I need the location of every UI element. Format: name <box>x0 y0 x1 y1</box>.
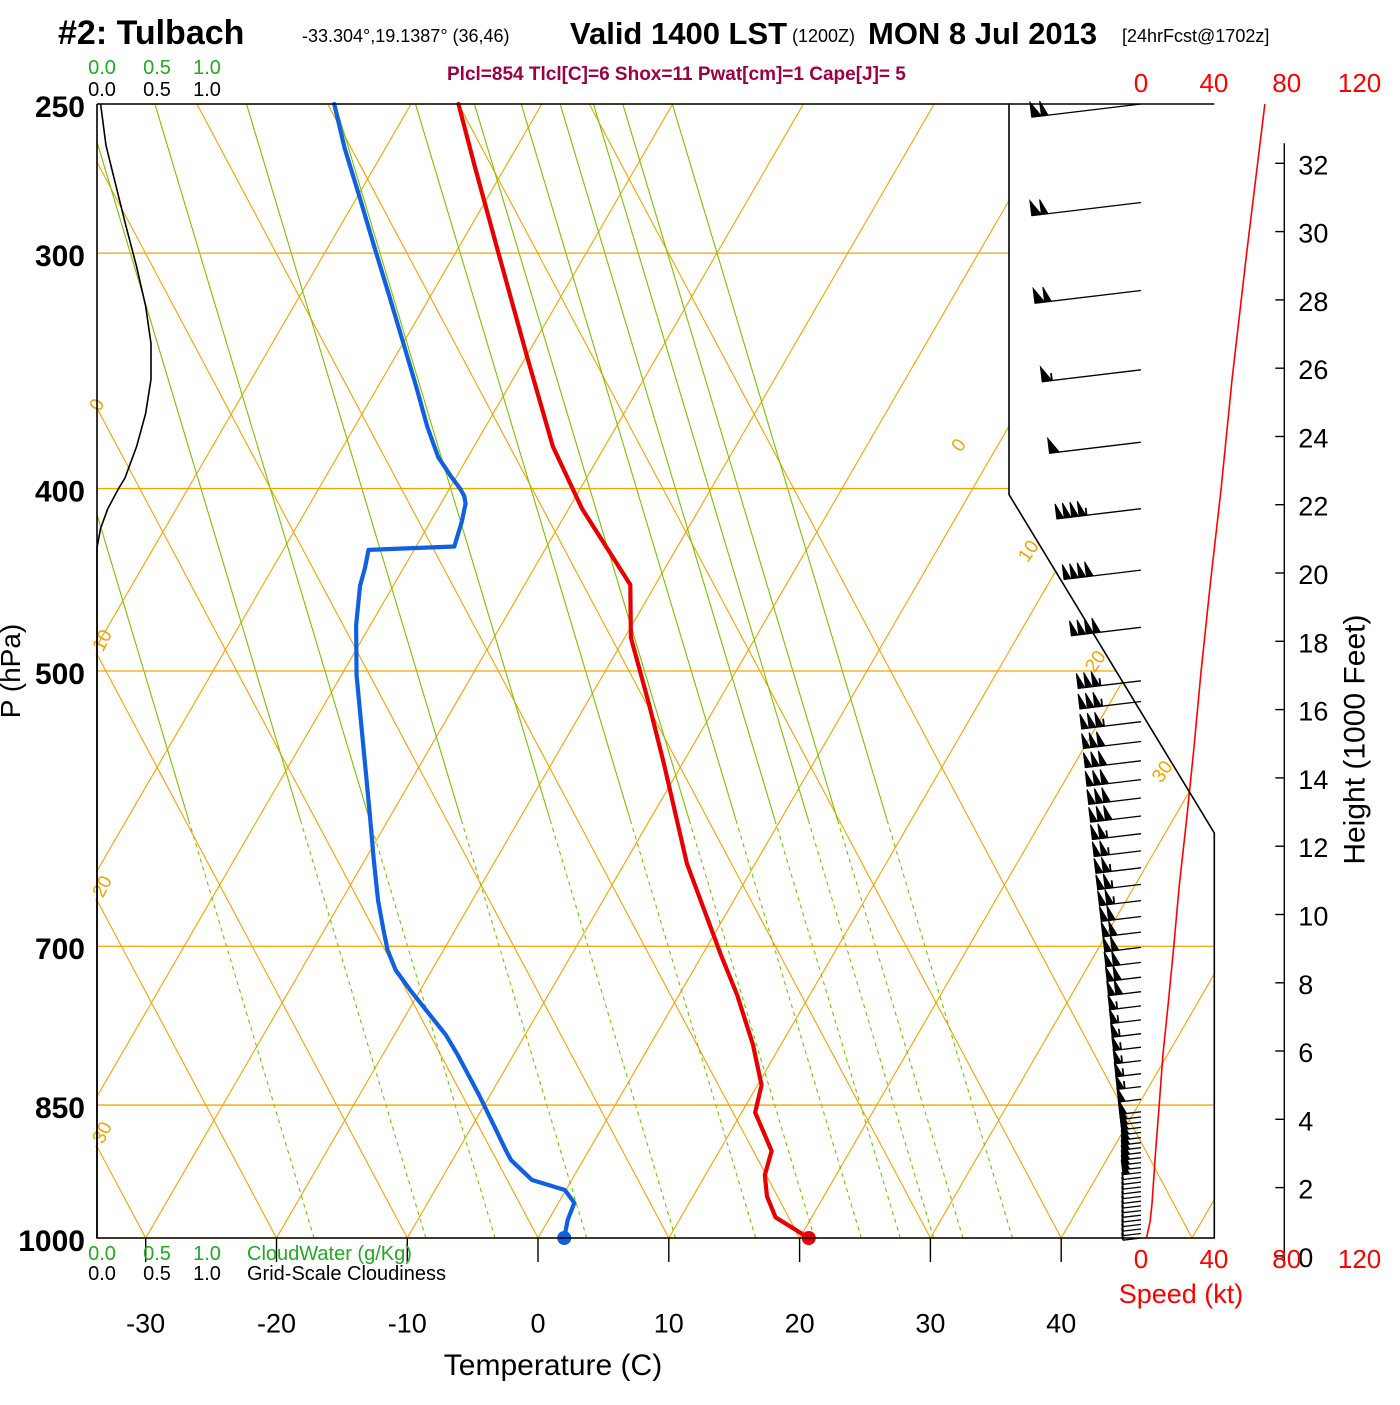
svg-text:-33.304°,19.1387° (36,46): -33.304°,19.1387° (36,46) <box>302 26 510 46</box>
svg-text:-10: -10 <box>388 1309 427 1339</box>
svg-text:Speed (kt): Speed (kt) <box>1119 1279 1244 1309</box>
svg-text:-20: -20 <box>257 1309 296 1339</box>
svg-text:20: 20 <box>785 1309 815 1339</box>
svg-text:28: 28 <box>1298 287 1328 317</box>
svg-text:14: 14 <box>1298 765 1328 795</box>
svg-text:500: 500 <box>35 658 85 691</box>
svg-text:[24hrFcst@1702z]: [24hrFcst@1702z] <box>1122 26 1269 46</box>
svg-text:30: 30 <box>915 1309 945 1339</box>
svg-text:18: 18 <box>1298 628 1328 658</box>
svg-text:300: 300 <box>35 240 85 273</box>
svg-text:250: 250 <box>35 91 85 124</box>
svg-text:0: 0 <box>1134 1244 1148 1274</box>
svg-text:0.0: 0.0 <box>88 1263 116 1285</box>
svg-text:120: 120 <box>1338 1244 1381 1274</box>
svg-text:0.5: 0.5 <box>143 57 171 79</box>
svg-text:1.0: 1.0 <box>193 1243 221 1265</box>
svg-text:10: 10 <box>654 1309 684 1339</box>
svg-text:0.0: 0.0 <box>88 79 116 101</box>
svg-text:1.0: 1.0 <box>193 79 221 101</box>
svg-text:700: 700 <box>35 933 85 966</box>
svg-text:#2: Tulbach: #2: Tulbach <box>58 14 244 52</box>
svg-text:0.5: 0.5 <box>143 1263 171 1285</box>
svg-text:Grid-Scale Cloudiness: Grid-Scale Cloudiness <box>247 1263 446 1285</box>
svg-text:MON 8 Jul 2013: MON 8 Jul 2013 <box>868 16 1097 51</box>
svg-text:P (hPa): P (hPa) <box>0 624 26 718</box>
svg-text:10: 10 <box>1298 902 1328 932</box>
svg-text:0: 0 <box>530 1309 545 1339</box>
svg-text:80: 80 <box>1272 68 1301 98</box>
svg-text:Valid 1400 LST: Valid 1400 LST <box>570 16 787 51</box>
svg-text:1.0: 1.0 <box>193 1263 221 1285</box>
svg-text:850: 850 <box>35 1092 85 1125</box>
svg-text:Height (1000 Feet): Height (1000 Feet) <box>1338 615 1371 865</box>
svg-text:0.0: 0.0 <box>88 57 116 79</box>
svg-text:0.5: 0.5 <box>143 79 171 101</box>
svg-text:16: 16 <box>1298 697 1328 727</box>
svg-text:26: 26 <box>1298 355 1328 385</box>
svg-text:2: 2 <box>1298 1175 1313 1205</box>
svg-text:-30: -30 <box>126 1309 165 1339</box>
svg-text:4: 4 <box>1298 1106 1313 1136</box>
svg-text:0.5: 0.5 <box>143 1243 171 1265</box>
svg-text:40: 40 <box>1046 1309 1076 1339</box>
svg-text:1.0: 1.0 <box>193 57 221 79</box>
svg-text:0: 0 <box>1134 68 1148 98</box>
svg-text:20: 20 <box>1298 560 1328 590</box>
svg-text:400: 400 <box>35 476 85 509</box>
svg-text:80: 80 <box>1272 1244 1301 1274</box>
svg-text:24: 24 <box>1298 424 1328 454</box>
svg-text:22: 22 <box>1298 492 1328 522</box>
svg-text:(1200Z): (1200Z) <box>792 26 855 46</box>
svg-text:30: 30 <box>1298 219 1328 249</box>
svg-text:120: 120 <box>1338 68 1381 98</box>
svg-text:32: 32 <box>1298 150 1328 180</box>
svg-text:40: 40 <box>1199 1244 1228 1274</box>
svg-text:8: 8 <box>1298 970 1313 1000</box>
svg-text:Plcl=854 Tlcl[C]=6 Shox=11 Pwa: Plcl=854 Tlcl[C]=6 Shox=11 Pwat[cm]=1 Ca… <box>447 64 906 85</box>
svg-text:Temperature (C): Temperature (C) <box>444 1349 662 1382</box>
svg-text:6: 6 <box>1298 1038 1313 1068</box>
svg-text:1000: 1000 <box>18 1225 85 1258</box>
svg-text:12: 12 <box>1298 833 1328 863</box>
svg-text:CloudWater (g/Kg): CloudWater (g/Kg) <box>247 1243 412 1265</box>
svg-text:0.0: 0.0 <box>88 1243 116 1265</box>
svg-text:40: 40 <box>1199 68 1228 98</box>
